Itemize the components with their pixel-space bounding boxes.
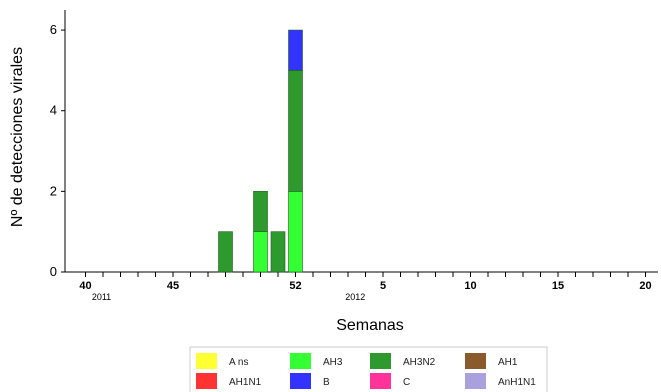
legend-swatch bbox=[290, 353, 311, 369]
year-label: 2011 bbox=[92, 292, 111, 302]
y-tick-label: 4 bbox=[50, 103, 57, 118]
x-tick-label: 10 bbox=[464, 280, 476, 292]
legend-swatch bbox=[465, 353, 486, 369]
bar-segment bbox=[253, 231, 268, 273]
x-tick-label: 5 bbox=[380, 280, 386, 292]
legend-label: AnH1N1 bbox=[498, 377, 536, 388]
legend-swatch bbox=[370, 373, 391, 389]
y-axis-label: Nº de detecciones virales bbox=[9, 47, 26, 227]
bar-segment bbox=[288, 29, 303, 71]
legend-label: AH3N2 bbox=[403, 357, 436, 368]
legend-label: C bbox=[403, 377, 410, 388]
bar-segment bbox=[253, 191, 268, 232]
legend-box bbox=[189, 346, 548, 392]
legend-swatch bbox=[465, 373, 486, 389]
legend-swatch bbox=[290, 373, 311, 389]
legend-label: AH1 bbox=[498, 357, 518, 368]
bar-segment bbox=[288, 70, 303, 192]
y-tick-label: 6 bbox=[50, 22, 57, 37]
x-tick-label: 15 bbox=[552, 280, 564, 292]
x-tick-label: 45 bbox=[167, 280, 179, 292]
y-tick-label: 2 bbox=[50, 183, 57, 198]
legend-label: A ns bbox=[229, 357, 248, 368]
y-tick-label: 0 bbox=[50, 264, 57, 279]
axes: 0 2 4 6 40 45 52 5 10 15 20 2011 2012 bbox=[50, 10, 658, 302]
x-tick-label: 40 bbox=[79, 280, 91, 292]
year-label: 2012 bbox=[345, 292, 365, 302]
legend: A ns AH3 AH3N2 AH1 AH1N1 B C AnH1N1 bbox=[189, 346, 548, 392]
x-tick-label: 52 bbox=[289, 280, 301, 292]
legend-label: AH1N1 bbox=[229, 377, 262, 388]
legend-label: B bbox=[323, 377, 330, 388]
x-tick-label: 20 bbox=[639, 280, 651, 292]
bar-segment bbox=[270, 231, 286, 273]
legend-swatch bbox=[370, 353, 391, 369]
legend-label: AH3 bbox=[323, 357, 343, 368]
bar-segment bbox=[218, 231, 233, 273]
legend-swatch bbox=[196, 353, 217, 369]
bars bbox=[218, 29, 303, 273]
bar-segment bbox=[288, 191, 303, 273]
x-axis-label: Semanas bbox=[336, 317, 404, 334]
legend-swatch bbox=[196, 373, 217, 389]
